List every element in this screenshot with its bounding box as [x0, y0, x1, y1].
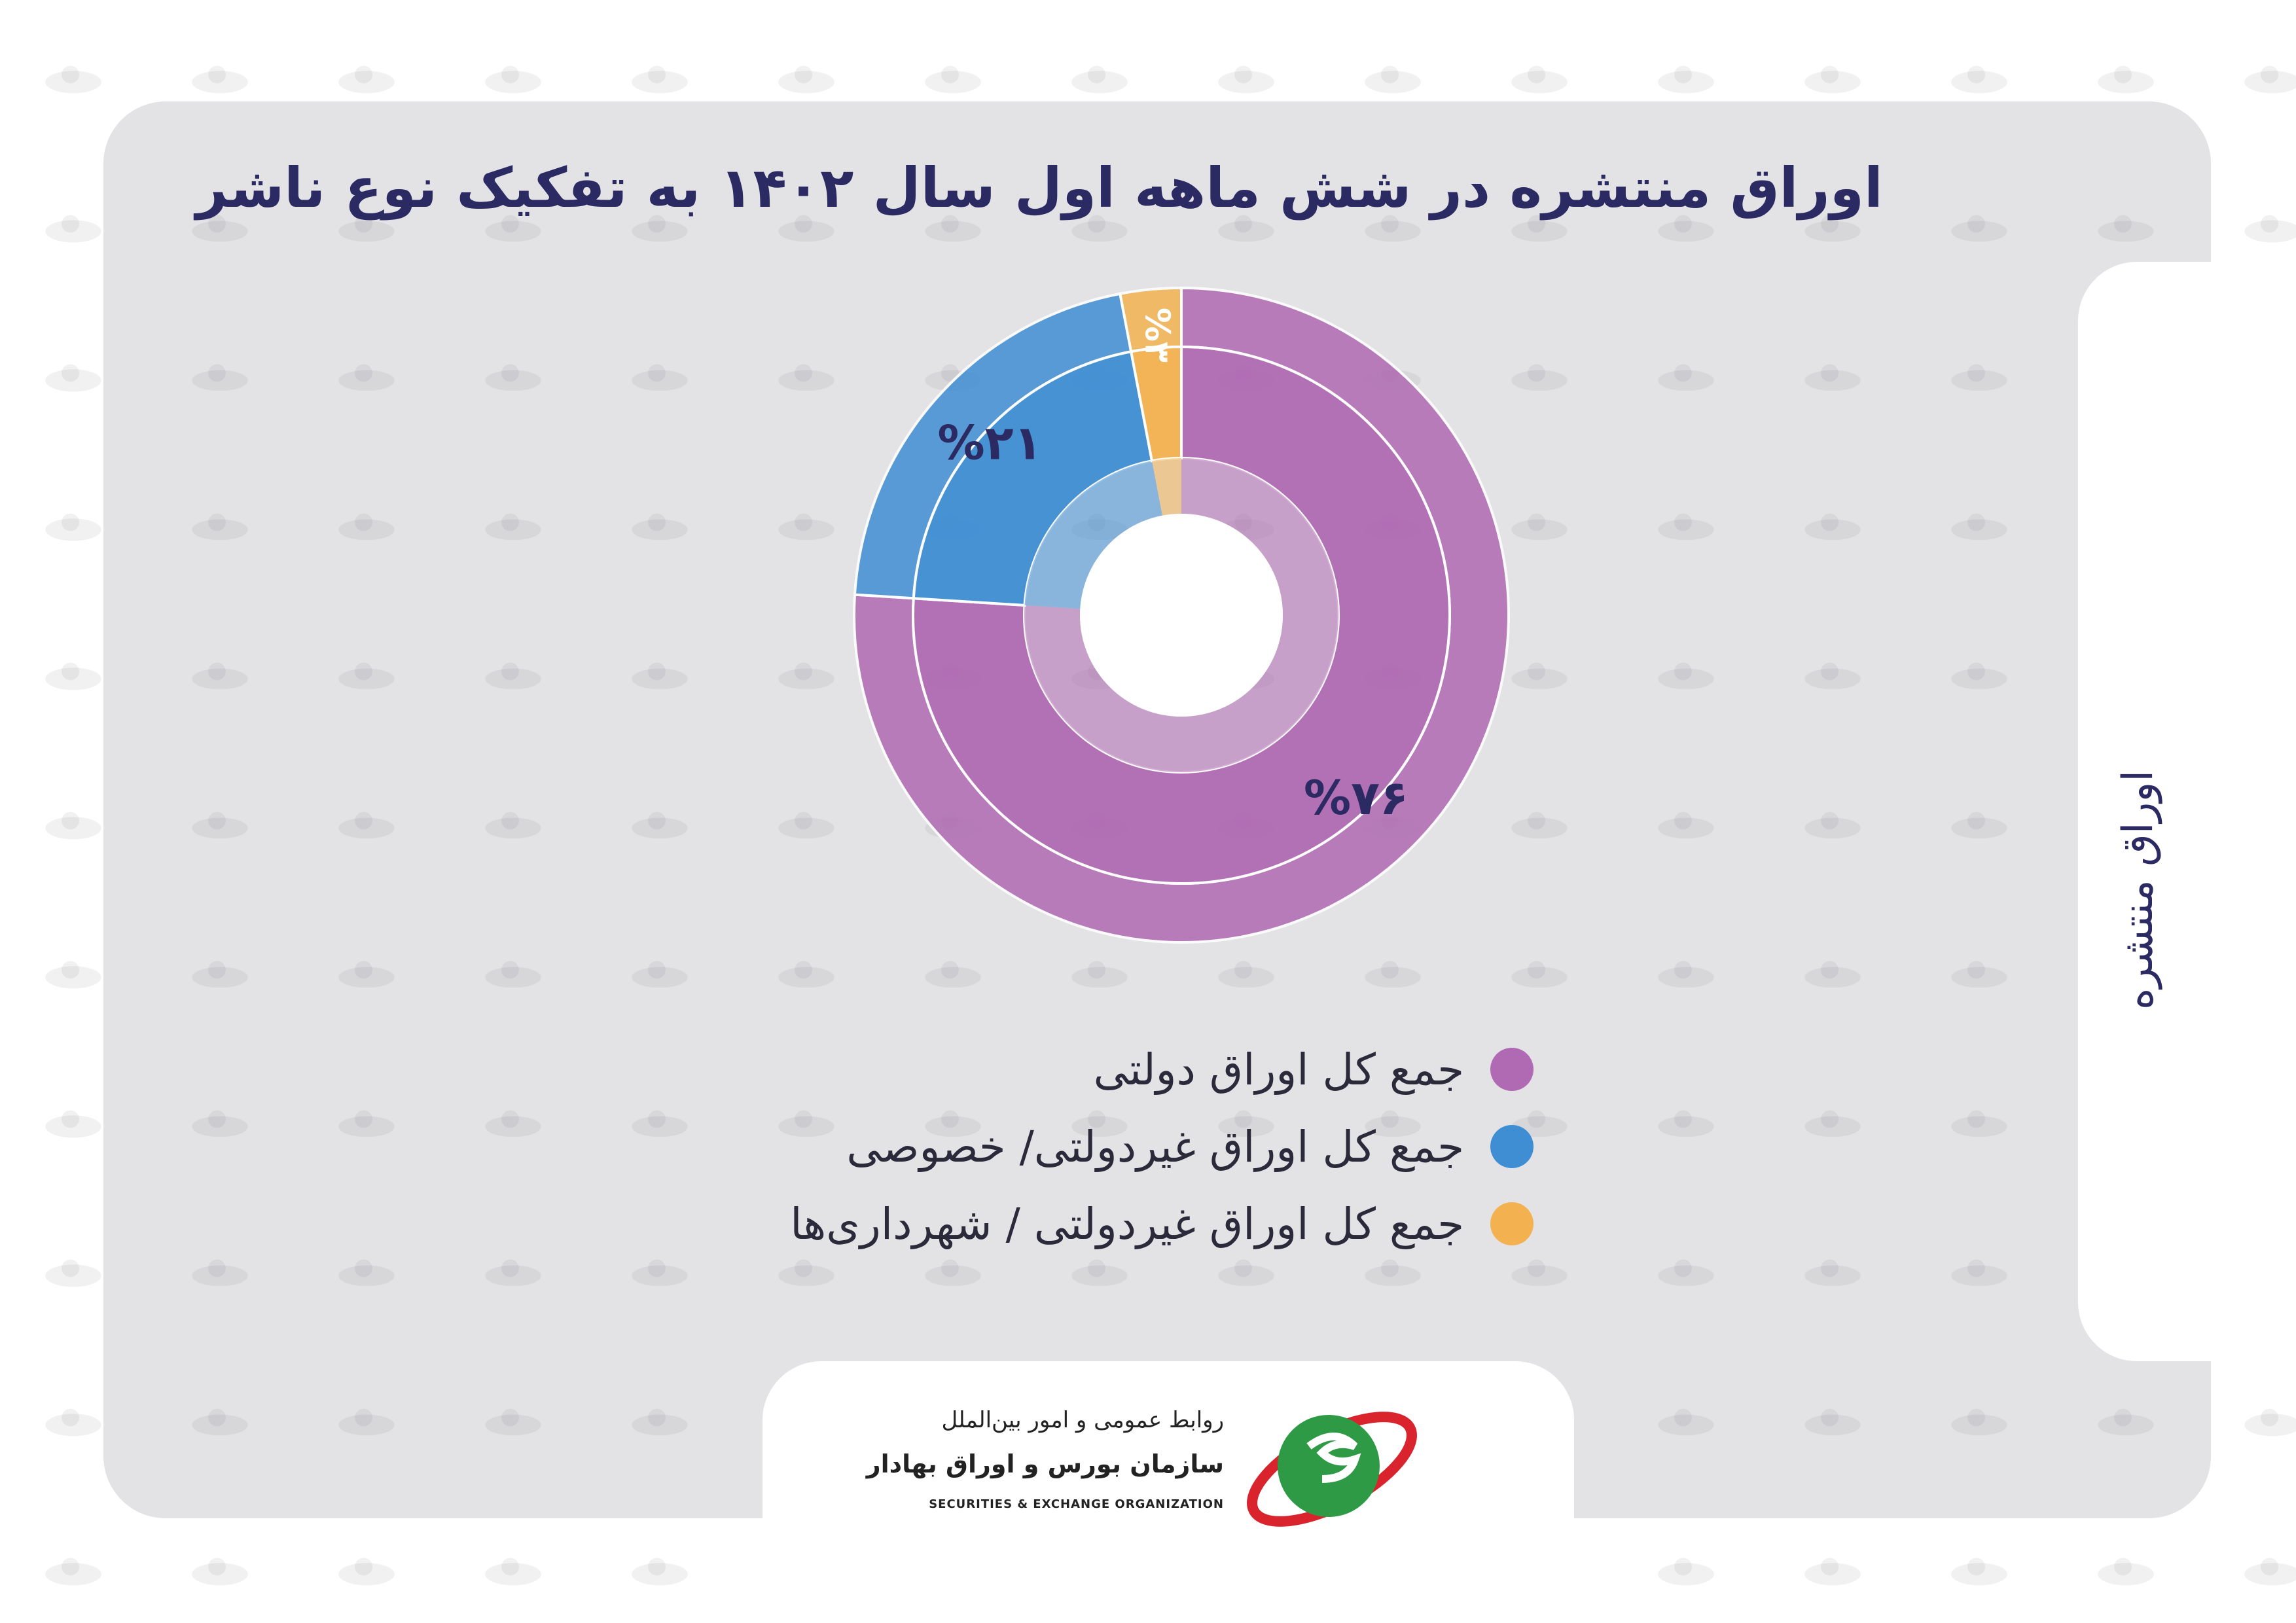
slice-inner-private [1024, 461, 1162, 609]
data-label-municipal: %۳ [1138, 308, 1177, 363]
footer-organization-en: SECURITIES & EXCHANGE ORGANIZATION [929, 1497, 1224, 1511]
legend-label-municipal: جمع کل اوراق غیردولتی / شهرداری‌ها [790, 1198, 1464, 1249]
footer-logo-block: روابط عمومی و امور بین‌الملل سازمان بورس… [866, 1394, 1427, 1551]
chart-legend: جمع کل اوراق دولتی جمع کل اوراق غیردولتی… [790, 1031, 1534, 1262]
data-label-private: %۲۱ [937, 416, 1042, 471]
legend-dot-private [1490, 1125, 1534, 1168]
legend-dot-municipal [1490, 1202, 1534, 1245]
legend-item-private: جمع کل اوراق غیردولتی/ خصوصی [790, 1108, 1534, 1185]
seo-logo-icon [1247, 1412, 1417, 1527]
slice-inner-government [1024, 458, 1339, 773]
card-bottom-notch [762, 1361, 1574, 1623]
legend-dot-government [1490, 1048, 1534, 1091]
legend-label-government: جمع کل اوراق دولتی [1093, 1044, 1464, 1095]
donut-hole [1080, 514, 1283, 717]
legend-item-government: جمع کل اوراق دولتی [790, 1031, 1534, 1108]
card-right-notch [2078, 262, 2296, 1361]
footer-department: روابط عمومی و امور بین‌الملل [941, 1407, 1224, 1433]
footer-organization: سازمان بورس و اوراق بهادار [866, 1450, 1224, 1478]
legend-label-private: جمع کل اوراق غیردولتی/ خصوصی [846, 1121, 1464, 1172]
legend-item-municipal: جمع کل اوراق غیردولتی / شهرداری‌ها [790, 1185, 1534, 1262]
slice-inner-municipal [1152, 458, 1181, 516]
data-label-government: %۷۶ [1304, 770, 1408, 825]
chart-title: اوراق منتشره در شش ماهه اول سال ۱۴۰۲ به … [196, 156, 1883, 220]
